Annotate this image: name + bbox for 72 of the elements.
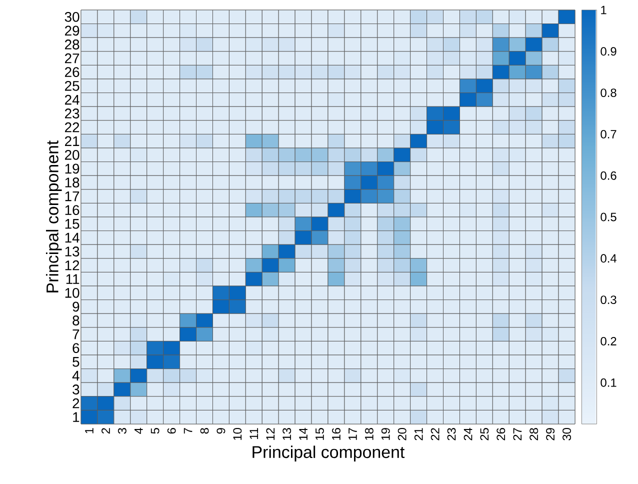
x-tick-label: 11 [250, 428, 258, 440]
color-bar-label: 0.6 [600, 171, 616, 180]
x-tick-label: 4 [134, 428, 143, 434]
y-tick-label: 11 [66, 274, 80, 284]
x-tick-label: 30 [562, 428, 571, 440]
color-bar-label: 0.2 [600, 336, 616, 346]
color-bar-label: 0.4 [600, 254, 616, 263]
y-tick-label: 16 [65, 205, 80, 216]
y-tick-label: 27 [64, 53, 80, 64]
y-tick-label: 12 [65, 260, 80, 270]
x-tick-label: 15 [316, 428, 324, 440]
x-tick-label: 29 [546, 428, 555, 440]
x-tick-label: 7 [184, 428, 192, 434]
color-bar-label: 0.5 [600, 212, 616, 222]
x-tick-label: 12 [266, 428, 275, 440]
x-tick-label: 20 [398, 428, 406, 440]
y-tick-label: 4 [72, 370, 80, 380]
x-tick-label: 6 [167, 428, 176, 434]
y-tick-label: 21 [64, 136, 80, 146]
y-tick-label: 23 [64, 108, 80, 118]
x-tick-label: 13 [282, 428, 292, 440]
y-tick-label: 19 [65, 164, 80, 174]
x-tick-label: 3 [118, 428, 126, 434]
y-tick-label: 28 [64, 40, 80, 50]
x-tick-label: 24 [464, 428, 472, 440]
color-bar-label: 0.7 [600, 130, 616, 138]
y-tick-label: 26 [64, 67, 80, 78]
x-tick-label: 2 [102, 428, 110, 434]
y-tick-label: 14 [65, 232, 80, 242]
y-tick-label: 30 [64, 12, 80, 22]
x-tick-label: 17 [348, 428, 357, 440]
color-bar-label: 0.3 [600, 296, 616, 304]
y-tick-label: 29 [64, 26, 80, 36]
y-tick-label: 18 [65, 178, 80, 188]
y-tick-label: 20 [64, 150, 80, 160]
y-tick-label: 10 [65, 288, 80, 298]
color-bar-label: 0.1 [600, 378, 616, 387]
x-tick-label: 9 [216, 428, 226, 434]
y-tick-label: 22 [64, 122, 80, 132]
x-axis-title: Principal component [252, 446, 405, 462]
x-tick-label: 21 [414, 428, 423, 440]
x-tick-label: 14 [299, 428, 308, 440]
y-tick-label: 9 [72, 302, 80, 312]
y-tick-label: 7 [72, 330, 80, 340]
x-tick-label: 18 [364, 428, 374, 440]
x-tick-label: 23 [447, 428, 456, 440]
x-tick-label: 8 [200, 428, 209, 434]
x-tick-label: 27 [513, 428, 522, 440]
x-tick-label: 1 [85, 428, 94, 434]
color-bar-label: 0.9 [600, 47, 616, 56]
y-tick-label: 25 [64, 80, 80, 91]
y-tick-label: 24 [64, 94, 80, 105]
y-tick-label: 8 [72, 316, 80, 326]
x-tick-label: 22 [430, 428, 440, 440]
y-tick-label: 15 [65, 219, 80, 229]
x-tick-label: 16 [332, 428, 340, 440]
x-tick-label: 28 [530, 428, 538, 440]
y-tick-label: 5 [72, 357, 80, 367]
x-tick-label: 25 [480, 428, 489, 440]
y-axis-title: Principal component [46, 140, 62, 292]
x-tick-label: 26 [496, 428, 506, 440]
color-bar-label: 0.8 [600, 88, 616, 98]
color-bar-label: 1 [601, 6, 606, 14]
x-tick-label: 5 [150, 428, 160, 434]
y-tick-label: 3 [72, 384, 80, 394]
y-tick-label: 6 [72, 343, 80, 354]
y-tick-label: 17 [65, 192, 80, 202]
x-tick-label: 10 [233, 428, 242, 440]
y-tick-label: 1 [73, 412, 80, 422]
x-tick-label: 19 [381, 428, 390, 440]
y-tick-label: 13 [65, 246, 80, 256]
y-tick-label: 2 [72, 398, 80, 408]
